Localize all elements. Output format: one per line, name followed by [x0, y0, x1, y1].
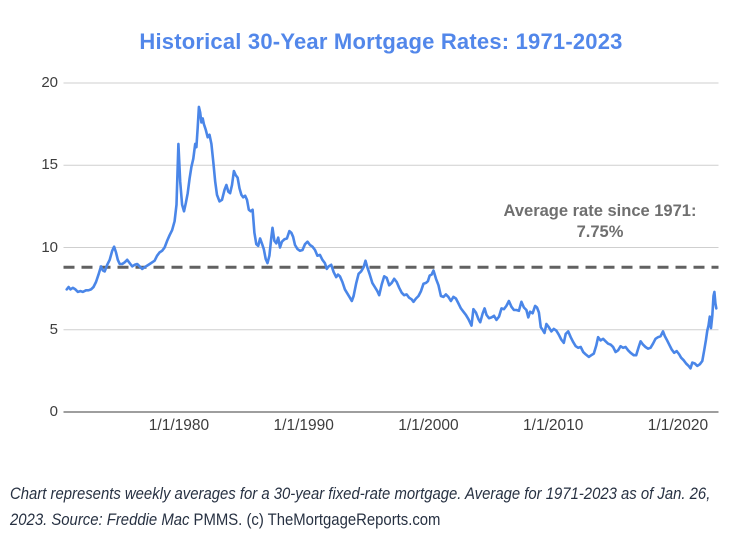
footer-line-2-italic-text: 2023. Source: Freddie Mac	[10, 510, 194, 529]
average-rate-annotation: Average rate since 1971: 7.75%	[488, 201, 712, 243]
y-axis-tick-label: 10	[41, 238, 58, 256]
y-axis-tick-label: 15	[41, 156, 58, 174]
footer-line-2-regular-text: PMMS. (c) TheMortgageReports.com	[193, 510, 441, 529]
annotation-line-1: Average rate since 1971:	[503, 202, 697, 220]
x-axis-tick-label: 1/1/2020	[647, 417, 709, 434]
y-axis-tick-label: 0	[49, 403, 58, 420]
x-axis-tick-label: 1/1/1980	[148, 417, 210, 434]
y-axis-tick-label: 5	[49, 320, 58, 338]
footer-line-1: Chart represents weekly averages for a 3…	[10, 481, 738, 507]
y-axis-tick-label: 20	[41, 74, 58, 91]
chart-title: Historical 30-Year Mortgage Rates: 1971-…	[139, 29, 623, 54]
rate-line-series	[65, 105, 718, 370]
line-chart-plot-area	[63, 82, 719, 413]
x-axis-tick-label: 1/1/2010	[523, 417, 584, 434]
x-axis-tick-label: 1/1/2000	[398, 417, 459, 434]
footer-line-1-text: Chart represents weekly averages for a 3…	[10, 484, 711, 503]
annotation-line-2: 7.75%	[576, 223, 624, 241]
footer-line-2: 2023. Source: Freddie Mac PMMS. (c) TheM…	[10, 507, 738, 533]
footer-note: Chart represents weekly averages for a 3…	[10, 481, 738, 533]
x-axis-tick-label: 1/1/1990	[273, 417, 334, 434]
